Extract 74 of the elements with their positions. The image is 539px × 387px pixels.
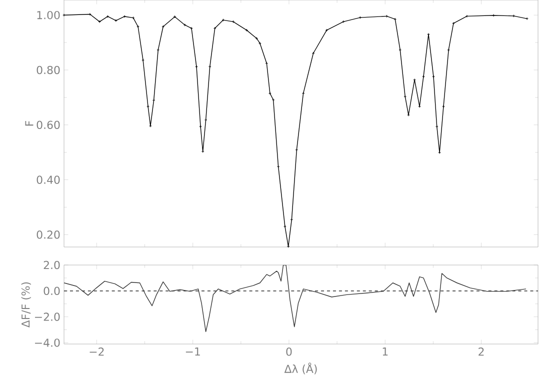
point [195, 65, 198, 68]
y-axis-title: ΔF/F (%) [21, 282, 32, 328]
point [148, 124, 152, 128]
point [295, 148, 298, 152]
point [432, 75, 435, 78]
point [123, 15, 126, 18]
y-tick-label: 2.0 [44, 260, 60, 270]
point [199, 125, 202, 128]
point [442, 105, 445, 108]
point [342, 20, 345, 24]
line-series [64, 265, 526, 332]
point [413, 78, 416, 82]
point [265, 62, 268, 65]
point [268, 92, 272, 95]
y-tick-label: 0.0 [44, 286, 60, 296]
point [114, 19, 118, 22]
point [385, 14, 388, 18]
x-tick-label: 0 [286, 348, 292, 356]
point [272, 98, 275, 102]
point [255, 36, 258, 40]
point [258, 42, 262, 45]
point [276, 165, 280, 168]
point [156, 48, 160, 52]
point [162, 25, 165, 28]
point [201, 150, 204, 153]
x-tick-label: 1 [382, 348, 388, 356]
point [152, 98, 156, 102]
point [136, 25, 140, 28]
point [418, 105, 421, 108]
point [404, 95, 407, 98]
point [302, 92, 305, 95]
x-tick-label: −2 [90, 348, 104, 356]
point [190, 26, 193, 30]
y-tick-label: 0.60 [36, 120, 60, 130]
point [447, 48, 450, 52]
point [146, 105, 150, 108]
point [512, 14, 516, 18]
point [284, 224, 286, 228]
point [466, 14, 468, 18]
x-axis-title: Δλ (Å) [284, 362, 317, 374]
point [290, 218, 294, 221]
point [245, 28, 248, 32]
point [106, 15, 110, 18]
point [183, 24, 186, 26]
y-axis-title: F [25, 120, 34, 126]
y-tick-label: 0.20 [36, 230, 60, 239]
point [452, 22, 455, 25]
point [358, 16, 362, 20]
point [407, 114, 410, 116]
x-tick-label: −1 [186, 348, 200, 356]
point [394, 18, 397, 21]
point [435, 125, 438, 128]
point [325, 28, 328, 32]
point [132, 16, 135, 20]
point [286, 245, 290, 248]
point [438, 151, 441, 154]
y-tick-label: 0.40 [36, 176, 60, 184]
y-tick-label: −2.0 [35, 312, 60, 321]
point [213, 26, 216, 30]
point [232, 20, 235, 24]
point [142, 58, 144, 62]
point [204, 118, 208, 122]
y-tick-label: 1.00 [37, 10, 60, 20]
x-tick-label: 2 [478, 348, 484, 356]
y-tick-label: 0.80 [36, 66, 60, 74]
point [222, 18, 225, 22]
point [88, 12, 92, 16]
point [492, 14, 496, 17]
point [427, 32, 430, 36]
point [398, 48, 402, 52]
point [422, 75, 425, 78]
y-tick-label: −4.0 [35, 338, 60, 347]
point [98, 20, 102, 24]
point [208, 65, 212, 68]
